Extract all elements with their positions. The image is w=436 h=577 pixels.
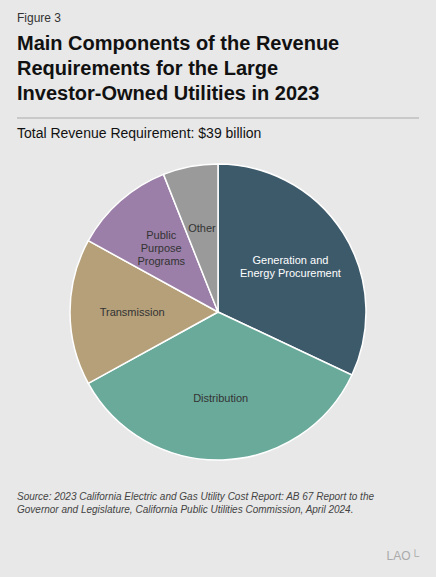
watermark: LAO└: [386, 549, 419, 563]
slice-label: Generation andEnergy Procurement: [240, 254, 341, 279]
slice-label: Distribution: [193, 392, 248, 404]
pie: [70, 164, 366, 460]
slice-labels: Generation andEnergy Procurement Distribu…: [100, 222, 341, 404]
title: Main Components of the RevenueRequiremen…: [17, 32, 339, 104]
background: [0, 0, 436, 577]
slice-label: PublicPurposePrograms: [137, 229, 185, 267]
slice-label: Transmission: [100, 306, 165, 318]
chart: Figure 3 Main Components of the RevenueRe…: [0, 0, 436, 577]
source: Source: 2023 California Electric and Gas…: [17, 491, 374, 515]
slice-label: Other: [188, 222, 216, 234]
separator: [17, 118, 419, 119]
subtitle: Total Revenue Requirement: $39 billion: [17, 125, 261, 141]
figure-label: Figure 3: [17, 11, 61, 25]
